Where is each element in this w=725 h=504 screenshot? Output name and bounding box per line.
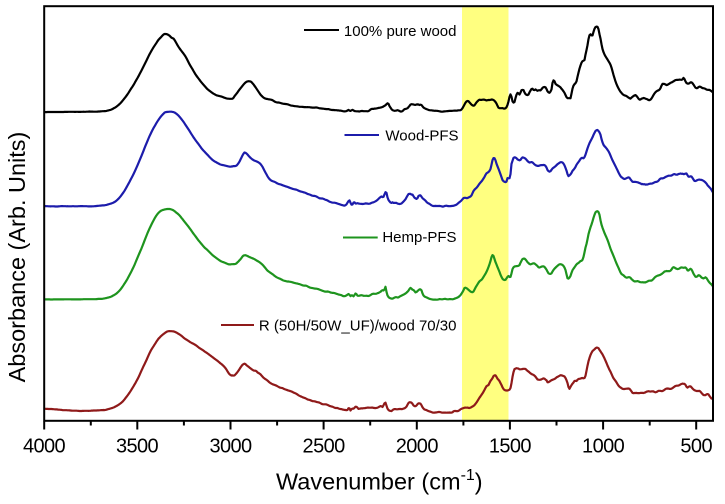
svg-text:Absorbance (Arb. Units): Absorbance (Arb. Units)	[4, 132, 30, 383]
svg-text:Hemp-PFS: Hemp-PFS	[382, 229, 456, 246]
svg-text:2000: 2000	[396, 436, 439, 458]
svg-text:1500: 1500	[489, 436, 532, 458]
svg-text:4000: 4000	[23, 436, 66, 458]
svg-text:R (50H/50W_UF)/wood 70/30: R (50H/50W_UF)/wood 70/30	[259, 317, 457, 334]
svg-text:100% pure wood: 100% pure wood	[344, 23, 457, 40]
svg-text:500: 500	[680, 436, 712, 458]
svg-text:Wood-PFS: Wood-PFS	[385, 127, 458, 144]
svg-text:2500: 2500	[303, 436, 346, 458]
svg-text:3000: 3000	[209, 436, 252, 458]
svg-text:1000: 1000	[582, 436, 625, 458]
svg-text:3500: 3500	[116, 436, 159, 458]
svg-text:Wavenumber (cm-1): Wavenumber (cm-1)	[276, 467, 483, 495]
